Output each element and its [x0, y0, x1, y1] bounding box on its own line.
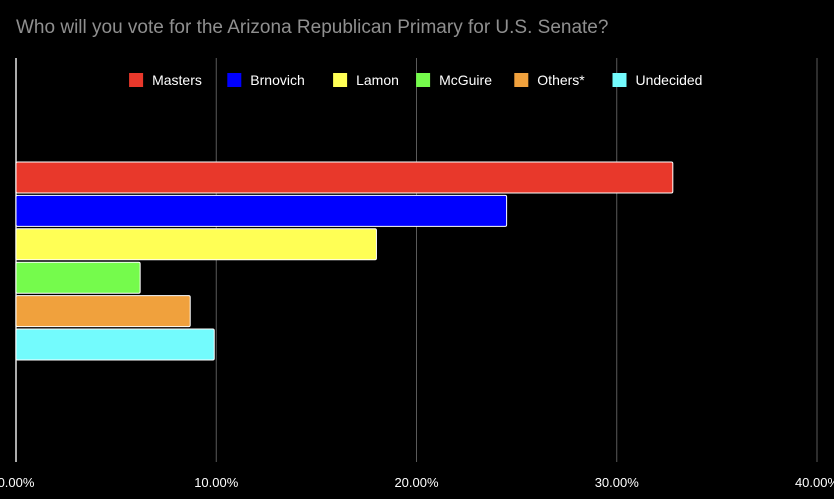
x-tick-label: 40.00% — [795, 475, 834, 490]
legend-item-mcguire[interactable]: McGuire — [416, 72, 492, 88]
legend[interactable]: Masters Brnovich Lamon McGuire Others* Undeci… — [129, 72, 702, 88]
bar-lamon — [15, 228, 377, 261]
chart-title: Who will you vote for the Arizona Republ… — [16, 17, 608, 38]
legend-item-undecided[interactable]: Undecided — [612, 72, 703, 88]
bar-masters — [15, 161, 674, 194]
legend-label: Masters — [152, 72, 202, 88]
legend-item-others[interactable]: Others* — [514, 72, 585, 88]
legend-label: Undecided — [636, 72, 703, 88]
x-tick-label: 20.00% — [394, 475, 439, 490]
bar-others — [15, 295, 191, 328]
legend-swatch — [416, 73, 431, 87]
legend-swatch — [612, 73, 627, 87]
legend-label: Lamon — [356, 72, 399, 88]
legend-swatch — [227, 73, 242, 87]
x-axis-tick-labels: 0.00% 10.00% 20.00% 30.00% 40.00% — [0, 475, 834, 490]
bars — [15, 161, 674, 361]
bar-undecided — [15, 328, 215, 361]
legend-swatch — [129, 73, 144, 87]
bar-mcguire — [15, 261, 141, 294]
legend-item-masters[interactable]: Masters — [129, 72, 202, 88]
legend-item-brnovich[interactable]: Brnovich — [227, 72, 305, 88]
legend-item-lamon[interactable]: Lamon — [333, 72, 399, 88]
x-tick-label: 30.00% — [595, 475, 640, 490]
x-tick-label: 10.00% — [194, 475, 239, 490]
legend-label: McGuire — [439, 72, 492, 88]
bar-brnovich — [15, 194, 508, 227]
legend-swatch — [514, 73, 529, 87]
legend-label: Others* — [537, 72, 585, 88]
grid — [15, 58, 818, 462]
legend-swatch — [333, 73, 348, 87]
x-tick-label: 0.00% — [0, 475, 35, 490]
legend-label: Brnovich — [250, 72, 304, 88]
